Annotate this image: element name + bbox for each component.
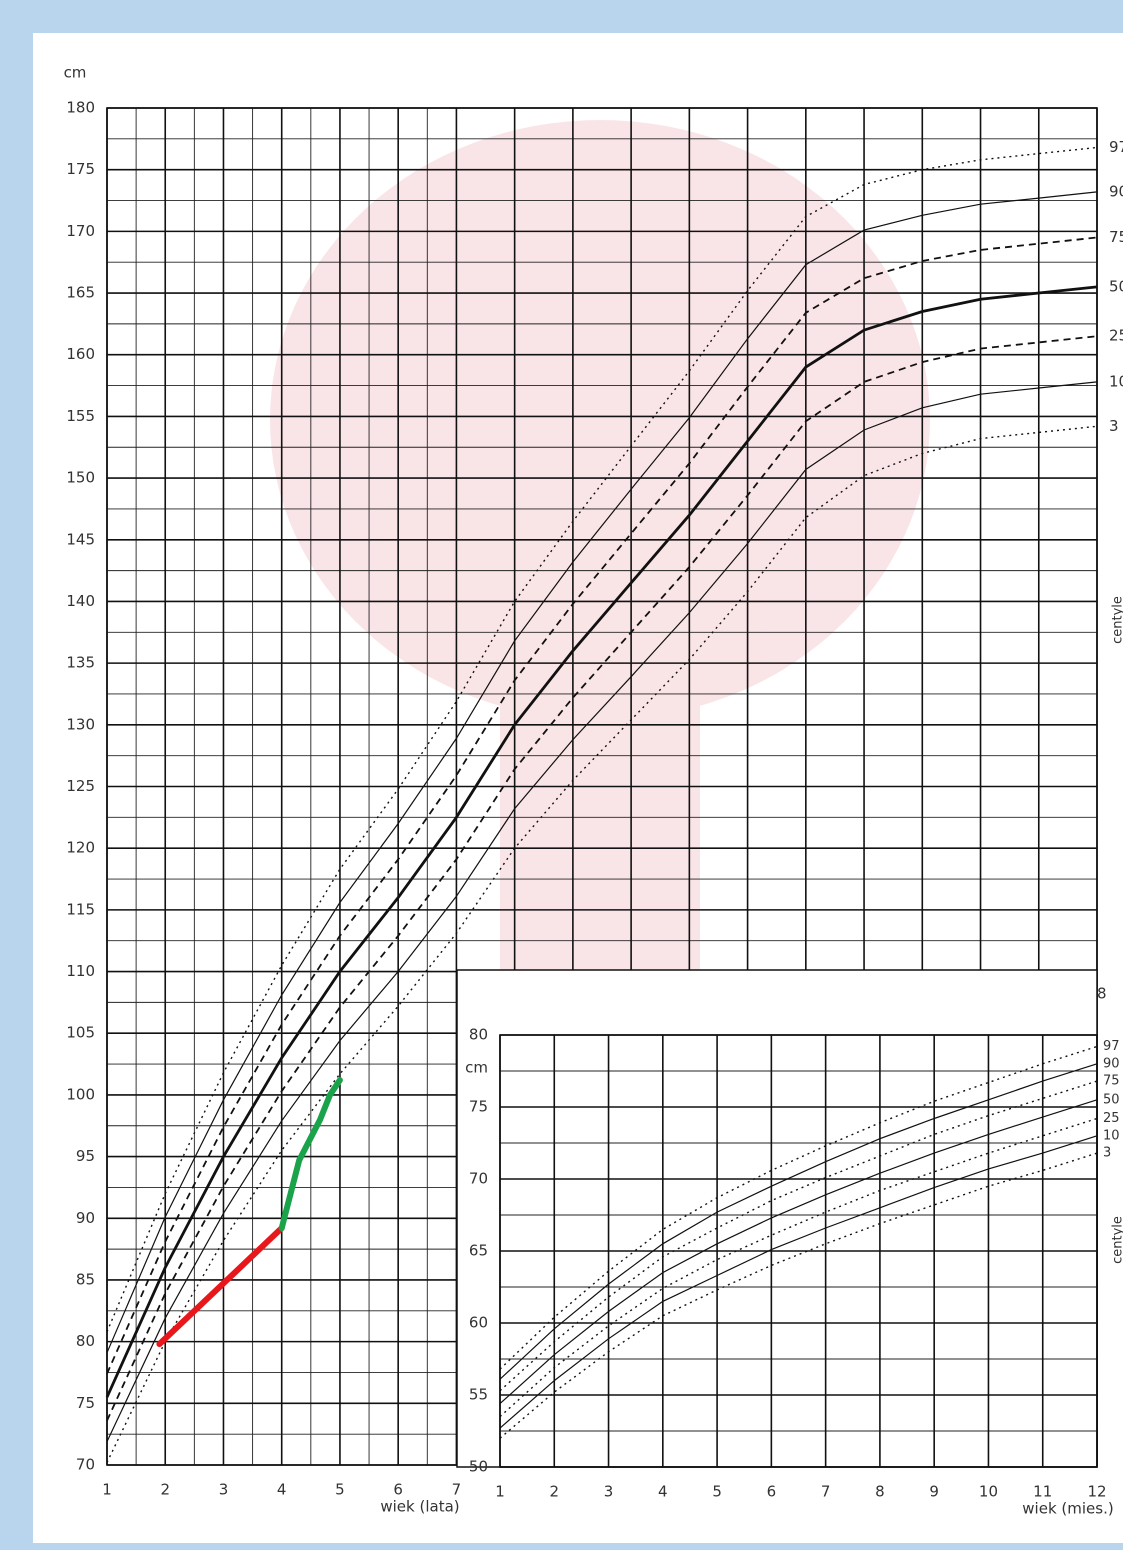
inset-background: [456, 969, 1098, 1468]
centile-line: [106, 381, 1098, 1442]
centile-line: [499, 1152, 1098, 1439]
centile-line: [499, 1045, 1098, 1370]
x-tick-label: 4: [277, 1481, 287, 1499]
x-tick-label: 3: [219, 1481, 229, 1499]
y-tick-label: 80: [76, 1332, 95, 1350]
centile-line: [499, 1063, 1098, 1380]
x-tick-label: 10: [979, 1483, 998, 1501]
legend-label: 75: [1109, 228, 1123, 246]
centile-line: [106, 236, 1098, 1375]
x-tick-label: 12: [1087, 1483, 1106, 1501]
y-tick-label: 100: [66, 1085, 95, 1103]
centile-line: [499, 1135, 1098, 1429]
y-tick-label: 180: [66, 99, 95, 117]
x-tick-label: 6: [767, 1483, 777, 1501]
x-tick-label: 9: [929, 1483, 939, 1501]
y-tick-label: 70: [76, 1456, 95, 1474]
y-tick-label: 55: [469, 1386, 488, 1404]
y-tick-label: 155: [66, 407, 95, 425]
y-tick-label: 150: [66, 469, 95, 487]
y-tick-label: 130: [66, 715, 95, 733]
x-tick-label: 7: [821, 1483, 831, 1501]
legend-label: 3: [1103, 1146, 1111, 1161]
y-tick-label: 70: [469, 1170, 488, 1188]
x-tick-label: 7: [452, 1481, 462, 1499]
y-tick-label: 75: [469, 1098, 488, 1116]
y-axis-label: cm: [465, 1059, 488, 1077]
y-tick-label: 170: [66, 222, 95, 240]
legend-label: 75: [1103, 1074, 1120, 1089]
plot-frame: [499, 1034, 1098, 1468]
y-tick-label: 90: [76, 1209, 95, 1227]
y-axis-label: cm: [64, 64, 87, 82]
centile-line: [106, 146, 1098, 1333]
legend-label: 97: [1109, 138, 1123, 156]
centile-line: [499, 1117, 1098, 1418]
centile-line: [106, 191, 1098, 1353]
y-tick-label: 75: [76, 1394, 95, 1412]
y-tick-label: 120: [66, 839, 95, 857]
legend-title: centyle: [1111, 1216, 1123, 1264]
y-tick-label: 175: [66, 160, 95, 178]
x-tick-label: 5: [712, 1483, 722, 1501]
legend-label: 90: [1109, 182, 1123, 200]
measurement-line: [156, 1225, 285, 1348]
y-tick-label: 60: [469, 1314, 488, 1332]
x-tick-label: 2: [549, 1483, 559, 1501]
centile-line: [105, 285, 1098, 1398]
legend-title: centyle: [1111, 596, 1123, 644]
legend-label: 90: [1103, 1056, 1120, 1071]
x-tick-label: 5: [335, 1481, 345, 1499]
legend-label: 50: [1109, 277, 1123, 295]
legend-label: 50: [1103, 1092, 1120, 1107]
centile-line: [106, 425, 1098, 1463]
y-tick-label: 65: [469, 1242, 488, 1260]
y-tick-label: 105: [66, 1024, 95, 1042]
y-tick-label: 85: [76, 1270, 95, 1288]
legend-label: 25: [1109, 327, 1123, 345]
x-tick-label: 6: [393, 1481, 403, 1499]
x-tick-label: 2: [160, 1481, 170, 1499]
y-tick-label: 125: [66, 777, 95, 795]
x-tick-label: 11: [1033, 1483, 1052, 1501]
centile-line: [106, 335, 1098, 1421]
measurement-line: [278, 1077, 343, 1232]
x-tick-label: 4: [658, 1483, 668, 1501]
y-tick-label: 80: [469, 1026, 488, 1044]
x-tick-label: 1: [102, 1481, 112, 1499]
legend-label: 25: [1103, 1111, 1120, 1126]
x-tick-label: 3: [604, 1483, 614, 1501]
y-tick-label: 145: [66, 530, 95, 548]
y-tick-label: 95: [76, 1147, 95, 1165]
y-tick-label: 110: [66, 962, 95, 980]
legend-label: 10: [1109, 372, 1123, 390]
x-axis-label: wiek (lata): [380, 1498, 459, 1516]
y-tick-label: 160: [66, 345, 95, 363]
y-tick-label: 50: [469, 1458, 488, 1476]
y-tick-label: 140: [66, 592, 95, 610]
centile-line: [499, 1099, 1098, 1405]
x-tick-label: 1: [495, 1483, 505, 1501]
legend-label: 3: [1109, 417, 1119, 435]
y-tick-label: 165: [66, 284, 95, 302]
y-tick-label: 135: [66, 654, 95, 672]
x-axis-label: wiek (mies.): [1022, 1500, 1113, 1518]
y-tick-label: 115: [66, 900, 95, 918]
x-tick-label: 8: [875, 1483, 885, 1501]
legend-label: 97: [1103, 1039, 1120, 1054]
legend-label: 10: [1103, 1128, 1120, 1143]
